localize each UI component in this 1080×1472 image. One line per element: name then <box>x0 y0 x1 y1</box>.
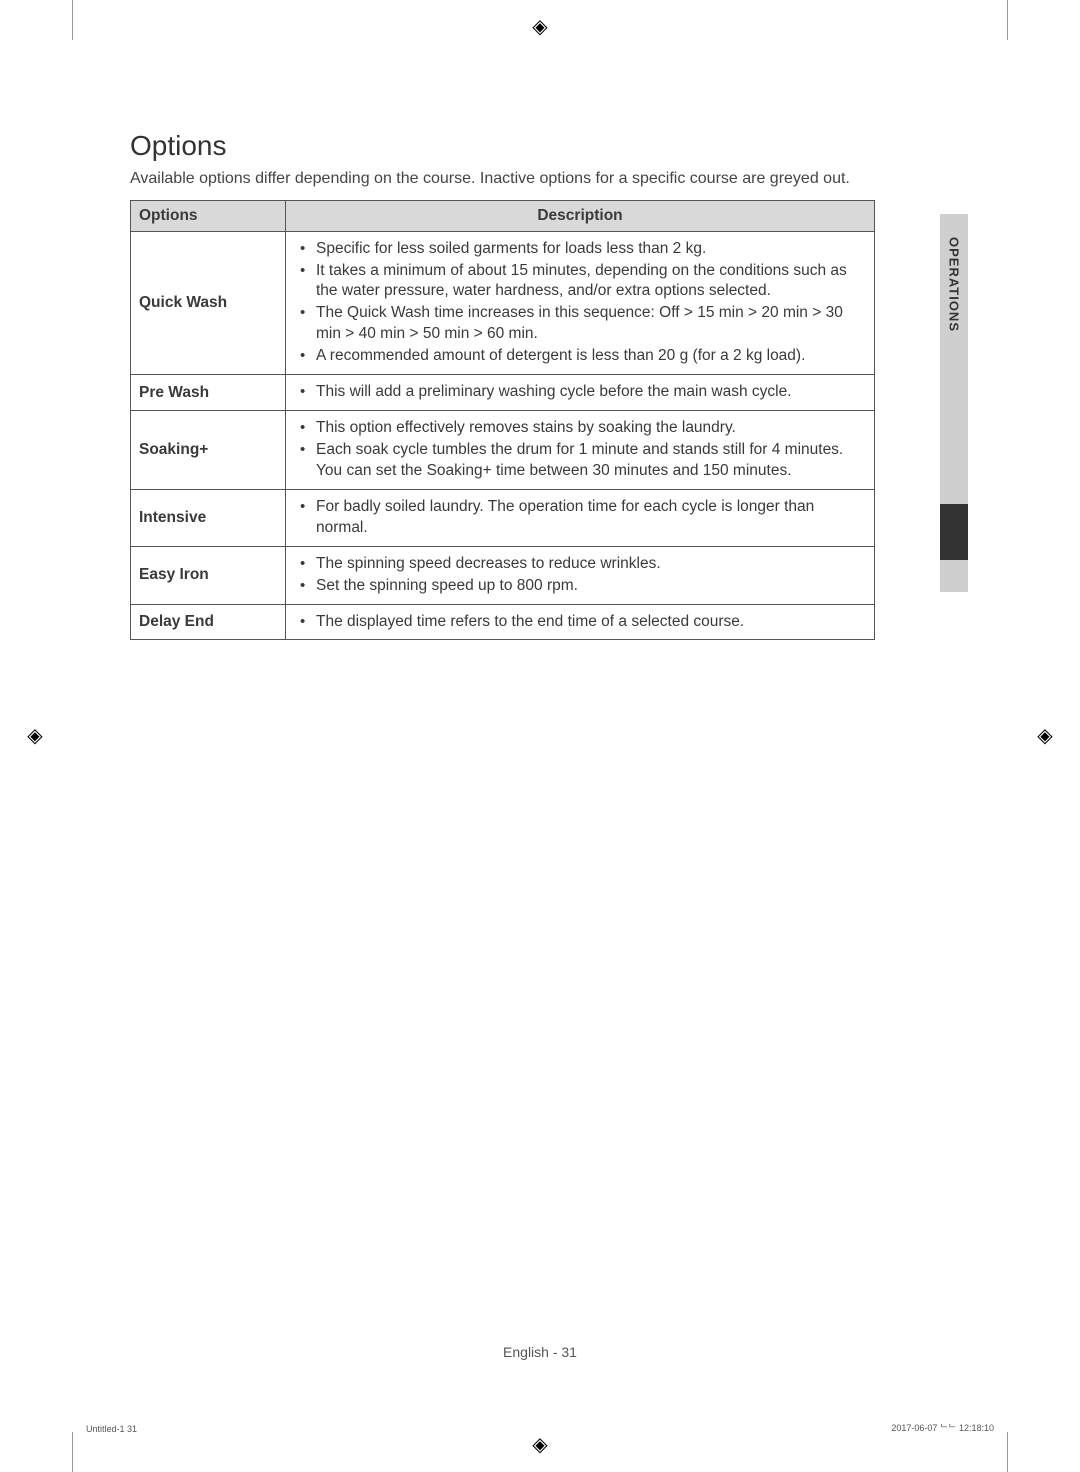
side-tab-spacer <box>940 560 968 592</box>
crop-mark <box>968 1432 1008 1472</box>
registration-mark-icon: ◈ <box>529 16 551 38</box>
description-bullet: For badly soiled laundry. The operation … <box>294 497 866 539</box>
page-footer-left: Untitled-1 31 <box>86 1424 137 1434</box>
crop-mark <box>72 1432 112 1472</box>
section-title: Options <box>130 130 875 162</box>
option-name: Quick Wash <box>131 231 286 375</box>
options-table: Options Description Quick Wash Specific f… <box>130 200 875 641</box>
table-row: Easy Iron The spinning speed decreases to… <box>131 546 875 604</box>
registration-mark-icon: ◈ <box>529 1434 551 1456</box>
table-header-description: Description <box>286 200 875 231</box>
table-row: Quick Wash Specific for less soiled garme… <box>131 231 875 375</box>
option-description: Specific for less soiled garments for lo… <box>286 231 875 375</box>
page-footer-center: English - 31 <box>0 1344 1080 1360</box>
option-name: Easy Iron <box>131 546 286 604</box>
table-header-options: Options <box>131 200 286 231</box>
option-description: This will add a preliminary washing cycl… <box>286 375 875 411</box>
option-name: Soaking+ <box>131 411 286 490</box>
option-description: For badly soiled laundry. The operation … <box>286 489 875 546</box>
crop-mark <box>72 0 112 40</box>
option-name: Delay End <box>131 604 286 640</box>
section-intro: Available options differ depending on th… <box>130 168 875 190</box>
option-name: Intensive <box>131 489 286 546</box>
table-row: IntensiveFor badly soiled laundry. The o… <box>131 489 875 546</box>
description-bullet: Set the spinning speed up to 800 rpm. <box>294 576 866 597</box>
description-bullet: The displayed time refers to the end tim… <box>294 612 866 633</box>
description-bullet: The Quick Wash time increases in this se… <box>294 303 866 345</box>
side-tab-label: OPERATIONS <box>940 214 968 354</box>
option-name: Pre Wash <box>131 375 286 411</box>
table-row: Delay End The displayed time refers to th… <box>131 604 875 640</box>
side-tab-spacer <box>940 354 968 504</box>
option-description: The spinning speed decreases to reduce w… <box>286 546 875 604</box>
description-bullet: It takes a minimum of about 15 minutes, … <box>294 261 866 303</box>
registration-mark-icon: ◈ <box>24 725 46 747</box>
option-description: This option effectively removes stains b… <box>286 411 875 490</box>
description-bullet: This will add a preliminary washing cycl… <box>294 382 866 403</box>
option-description: The displayed time refers to the end tim… <box>286 604 875 640</box>
description-bullet: This option effectively removes stains b… <box>294 418 866 439</box>
page-content: Options Available options differ dependi… <box>130 130 875 640</box>
table-row: Pre Wash This will add a preliminary wash… <box>131 375 875 411</box>
description-bullet: Specific for less soiled garments for lo… <box>294 239 866 260</box>
crop-mark <box>968 0 1008 40</box>
side-tab-active-marker <box>940 504 968 560</box>
description-bullet: The spinning speed decreases to reduce w… <box>294 554 866 575</box>
side-tab: OPERATIONS <box>940 214 968 592</box>
page-footer-right: 2017-06-07 ᄂᄂ 12:18:10 <box>891 1421 994 1434</box>
table-row: Soaking+ This option effectively removes … <box>131 411 875 490</box>
description-bullet: Each soak cycle tumbles the drum for 1 m… <box>294 440 866 482</box>
registration-mark-icon: ◈ <box>1034 725 1056 747</box>
description-bullet: A recommended amount of detergent is les… <box>294 346 866 367</box>
